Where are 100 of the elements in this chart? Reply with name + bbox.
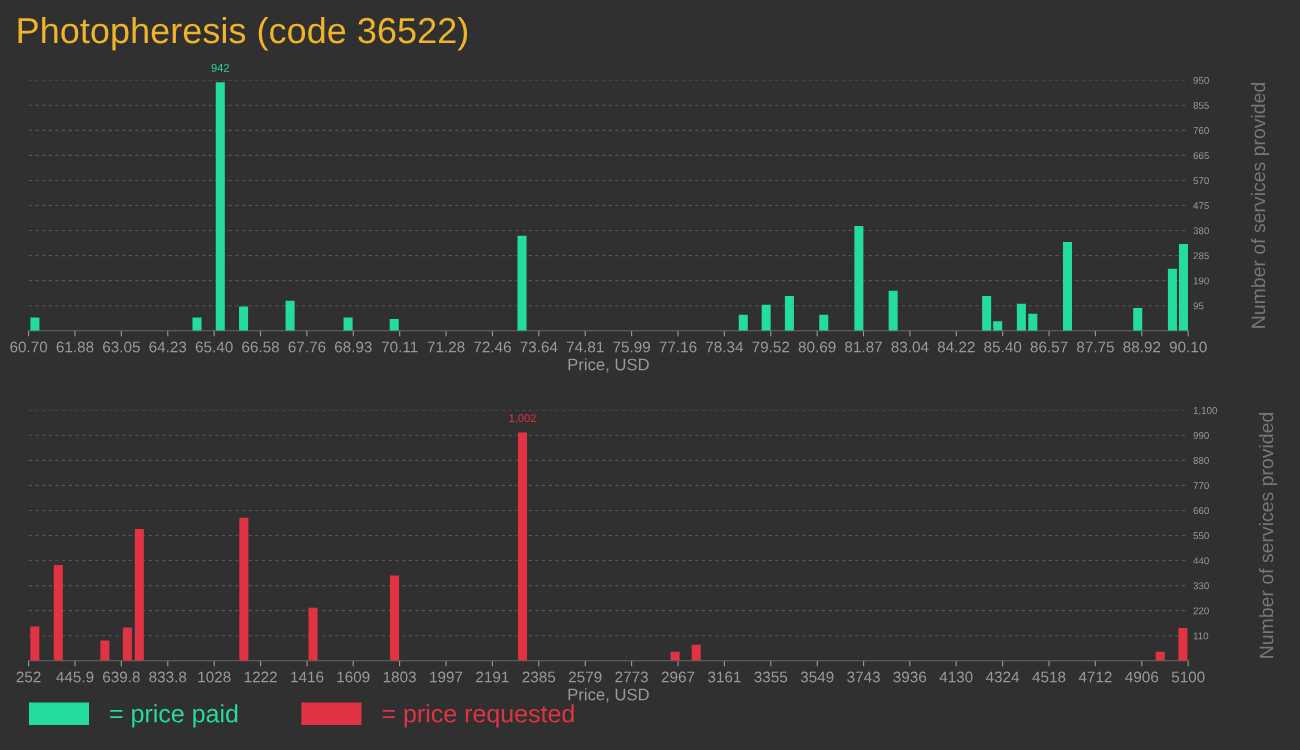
bar [239, 306, 249, 331]
x-tick-label: 72.46 [474, 341, 511, 353]
chart-title: Photopheresis (code 36522) [18, 16, 468, 51]
x-tick-label: 70.11 [381, 341, 418, 353]
y-tick-label: 95 [1193, 302, 1204, 310]
y-tick-label: 855 [1193, 102, 1209, 109]
x-tick-label: 83.04 [891, 341, 929, 353]
bar [1167, 268, 1177, 331]
y-tick-label: 190 [1193, 277, 1209, 285]
x-tick-label: 4324 [985, 671, 1020, 683]
bar [670, 651, 680, 661]
bar [1062, 241, 1073, 331]
bar [122, 627, 132, 661]
x-tick-label: 2191 [476, 671, 509, 683]
bar [854, 226, 864, 331]
x-tick-label: 833.8 [149, 671, 187, 683]
bar [1016, 303, 1026, 331]
bar [888, 290, 898, 331]
x-tick-label: 2385 [522, 671, 556, 683]
x-tick-label: 639.8 [103, 671, 140, 683]
bar [390, 575, 400, 661]
y-tick-label: 770 [1193, 482, 1209, 490]
y-tick-label: 330 [1193, 582, 1209, 590]
bar [1133, 308, 1143, 331]
y-tick-label: 570 [1193, 177, 1209, 185]
x-tick-label: 63.05 [103, 341, 140, 353]
x-tick-label: 2967 [661, 671, 695, 683]
y-axis-title: Number of services provided [1250, 83, 1270, 328]
x-tick-label: 60.70 [10, 341, 48, 353]
x-tick-label: 79.52 [752, 341, 790, 353]
y-tick-label: 380 [1193, 227, 1209, 235]
x-tick-label: 3161 [708, 671, 741, 683]
x-tick-label: 88.92 [1123, 341, 1161, 353]
y-tick-label: 990 [1193, 432, 1209, 439]
x-tick-label: 71.28 [427, 341, 465, 353]
x-tick-label: 68.93 [334, 341, 372, 353]
x-tick-label: 73.64 [520, 341, 558, 353]
bar [239, 517, 249, 661]
bar [53, 564, 63, 661]
bar [1178, 627, 1188, 661]
x-tick-label: 65.40 [195, 341, 233, 353]
bar [518, 432, 528, 661]
x-tick-label: 1803 [383, 671, 416, 683]
bar [1028, 313, 1038, 331]
x-tick-label: 3743 [847, 671, 880, 683]
x-tick-label: 81.87 [845, 341, 882, 353]
x-tick-label: 3549 [800, 671, 834, 683]
x-tick-label: 64.23 [149, 341, 187, 353]
x-tick-label: 77.16 [659, 341, 697, 353]
bar [738, 314, 748, 331]
x-tick-label: 66.58 [242, 341, 279, 353]
x-tick-label: 252 [16, 671, 41, 683]
bar [30, 626, 40, 661]
y-tick-label: 110 [1193, 632, 1209, 640]
x-tick-label: 61.88 [56, 341, 94, 353]
bar [30, 317, 40, 331]
legend-label: = price paid [110, 704, 238, 728]
bar [215, 82, 225, 331]
x-tick-label: 84.22 [937, 341, 975, 353]
x-tick-label: 75.99 [613, 341, 650, 353]
x-tick-label: 67.76 [288, 341, 326, 353]
x-tick-label: 87.75 [1076, 341, 1114, 353]
x-tick-label: 4518 [1032, 671, 1066, 683]
x-tick-label: 80.69 [798, 341, 836, 353]
x-tick-label: 4130 [939, 671, 973, 683]
y-tick-label: 285 [1193, 252, 1209, 260]
y-axis-title: Number of services provided [1259, 413, 1278, 658]
x-tick-label: 4906 [1125, 671, 1159, 683]
bar [100, 640, 110, 661]
x-axis-title: Price, USD [568, 358, 649, 373]
y-tick-label: 760 [1193, 127, 1209, 134]
bar [1178, 244, 1188, 331]
x-tick-label: 3936 [893, 671, 927, 683]
bar [343, 317, 353, 331]
data-label: 942 [211, 63, 229, 72]
x-tick-label: 90.10 [1169, 341, 1207, 353]
y-tick-label: 440 [1193, 557, 1209, 565]
x-tick-label: 1028 [198, 671, 231, 683]
bar [308, 607, 318, 661]
y-tick-label: 880 [1193, 457, 1209, 464]
x-tick-label: 78.34 [706, 341, 744, 353]
legend-label: = price requested [382, 704, 574, 728]
x-tick-label: 1222 [244, 671, 277, 683]
x-tick-label: 445.9 [56, 671, 94, 683]
x-axis-title: Price, USD [568, 688, 649, 703]
y-tick-label: 475 [1193, 202, 1209, 210]
bar [134, 528, 144, 661]
x-tick-label: 2773 [615, 671, 648, 683]
bar [517, 235, 527, 331]
y-tick-label: 1,100 [1193, 406, 1218, 416]
y-tick-label: 665 [1193, 152, 1209, 160]
x-tick-label: 1416 [291, 671, 324, 683]
bar [192, 317, 202, 331]
bar [691, 644, 701, 661]
x-tick-label: 86.57 [1030, 341, 1068, 353]
y-tick-label: 950 [1193, 76, 1209, 84]
bar [993, 321, 1003, 331]
x-tick-label: 74.81 [566, 341, 604, 353]
bar [982, 295, 992, 331]
x-tick-label: 2579 [568, 671, 602, 683]
